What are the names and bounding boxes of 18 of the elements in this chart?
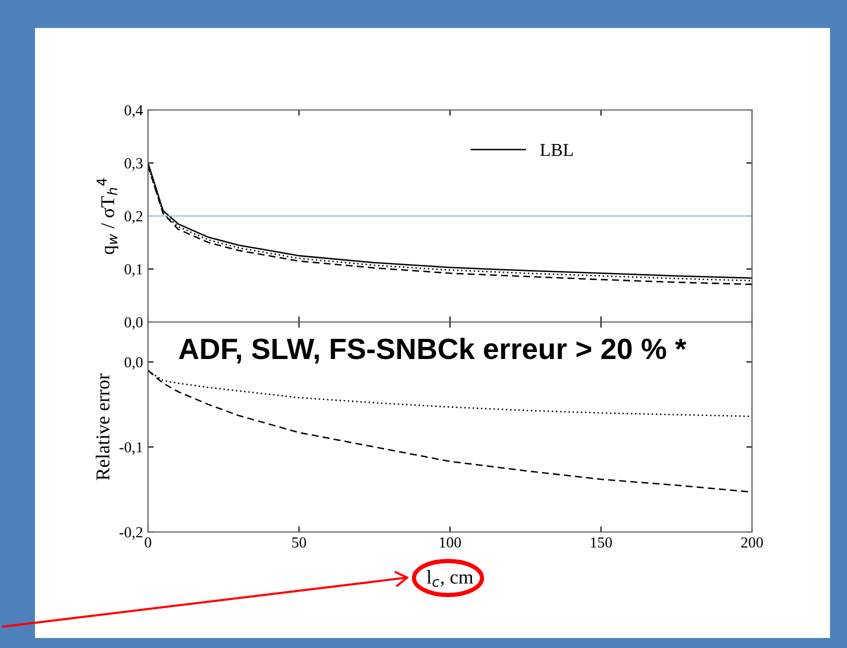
annotation: ADF, SLW, FS-SNBCk erreur > 20 % * <box>178 338 686 364</box>
y-tick-label: 0,1 <box>124 264 142 277</box>
x-tick-label: 50 <box>292 537 306 548</box>
x-axis-title: l$_{c}$, cm <box>426 570 474 587</box>
x-tick-label: 100 <box>440 537 461 548</box>
x-tick-label: 200 <box>741 537 763 548</box>
y-axis-title: q$_{w}$ / σT$_{h}$$^{4}$ <box>96 178 118 254</box>
legend-label: LBL <box>540 144 573 156</box>
y-tick-label: -0,1 <box>120 442 142 455</box>
y-tick-label: 0,2 <box>124 211 142 224</box>
y-tick-label: -0,2 <box>120 527 142 540</box>
y-tick-label: 0,0 <box>124 357 143 370</box>
y-tick-label: 0,4 <box>124 105 143 118</box>
y-axis-title: Relative error <box>96 373 110 480</box>
x-tick-label: 150 <box>590 537 612 548</box>
y-tick-label: 0,0 <box>124 317 143 330</box>
x-tick-label: 0 <box>144 537 152 548</box>
y-tick-label: 0,3 <box>124 158 143 171</box>
